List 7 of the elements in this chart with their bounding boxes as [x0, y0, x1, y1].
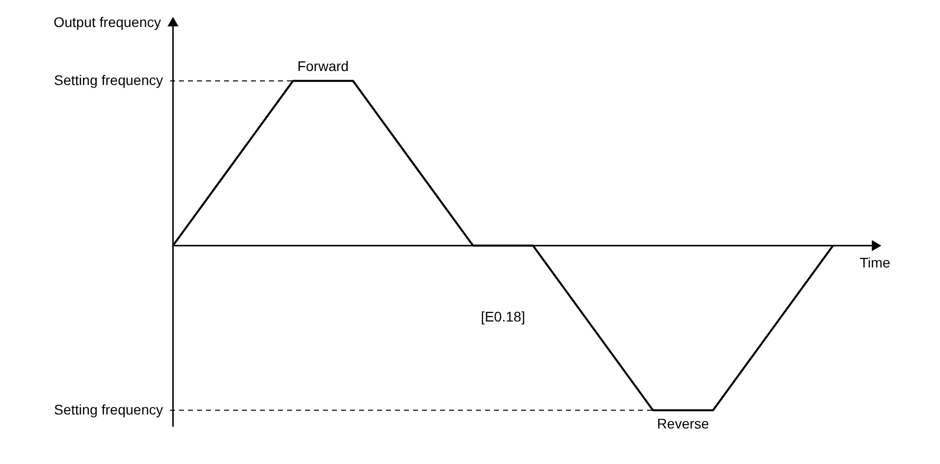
ref-line-label: Setting frequency — [54, 72, 163, 88]
ref-line-label: Setting frequency — [54, 401, 163, 418]
y-axis-title: Output frequency — [54, 14, 161, 30]
annotation: Forward — [297, 58, 349, 74]
x-axis-title: Time — [860, 254, 891, 271]
annotation: Reverse — [656, 415, 710, 432]
annotation: [E0.18] — [480, 308, 526, 325]
